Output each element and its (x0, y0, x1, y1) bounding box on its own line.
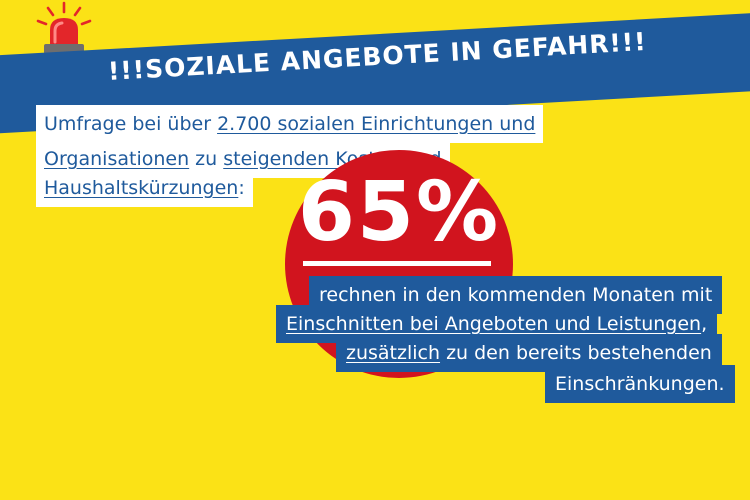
stat-value: 65% (297, 165, 501, 260)
stat-underline (303, 261, 491, 266)
stat-line-3: zusätzlich zu den bereits bestehenden (336, 334, 722, 372)
intro-link-facilities[interactable]: 2.700 sozialen Einrichtungen und (217, 113, 536, 135)
intro-link-budget-cuts[interactable]: Haushaltskürzungen (44, 177, 239, 199)
intro-text: : (238, 177, 245, 199)
stat-link-cuts[interactable]: Einschnitten bei Angeboten und Leistunge… (286, 313, 702, 335)
siren-icon (36, 1, 92, 54)
intro-text: Umfrage bei über (44, 113, 218, 135)
intro-line-1: Umfrage bei über 2.700 sozialen Einricht… (36, 105, 544, 143)
stat-link-additional[interactable]: zusätzlich (346, 342, 441, 364)
stat-text: zu den bereits bestehenden (440, 342, 712, 364)
stat-text: Einschränkungen. (555, 373, 725, 395)
intro-text: zu (189, 148, 224, 170)
stat-line-4: Einschränkungen. (545, 365, 735, 403)
stat-text: , (701, 313, 708, 335)
stat-text: rechnen in den kommenden Monaten mit (319, 284, 713, 306)
intro-line-3: Haushaltskürzungen: (36, 169, 253, 207)
intro-link-organisations[interactable]: Organisationen (44, 148, 190, 170)
